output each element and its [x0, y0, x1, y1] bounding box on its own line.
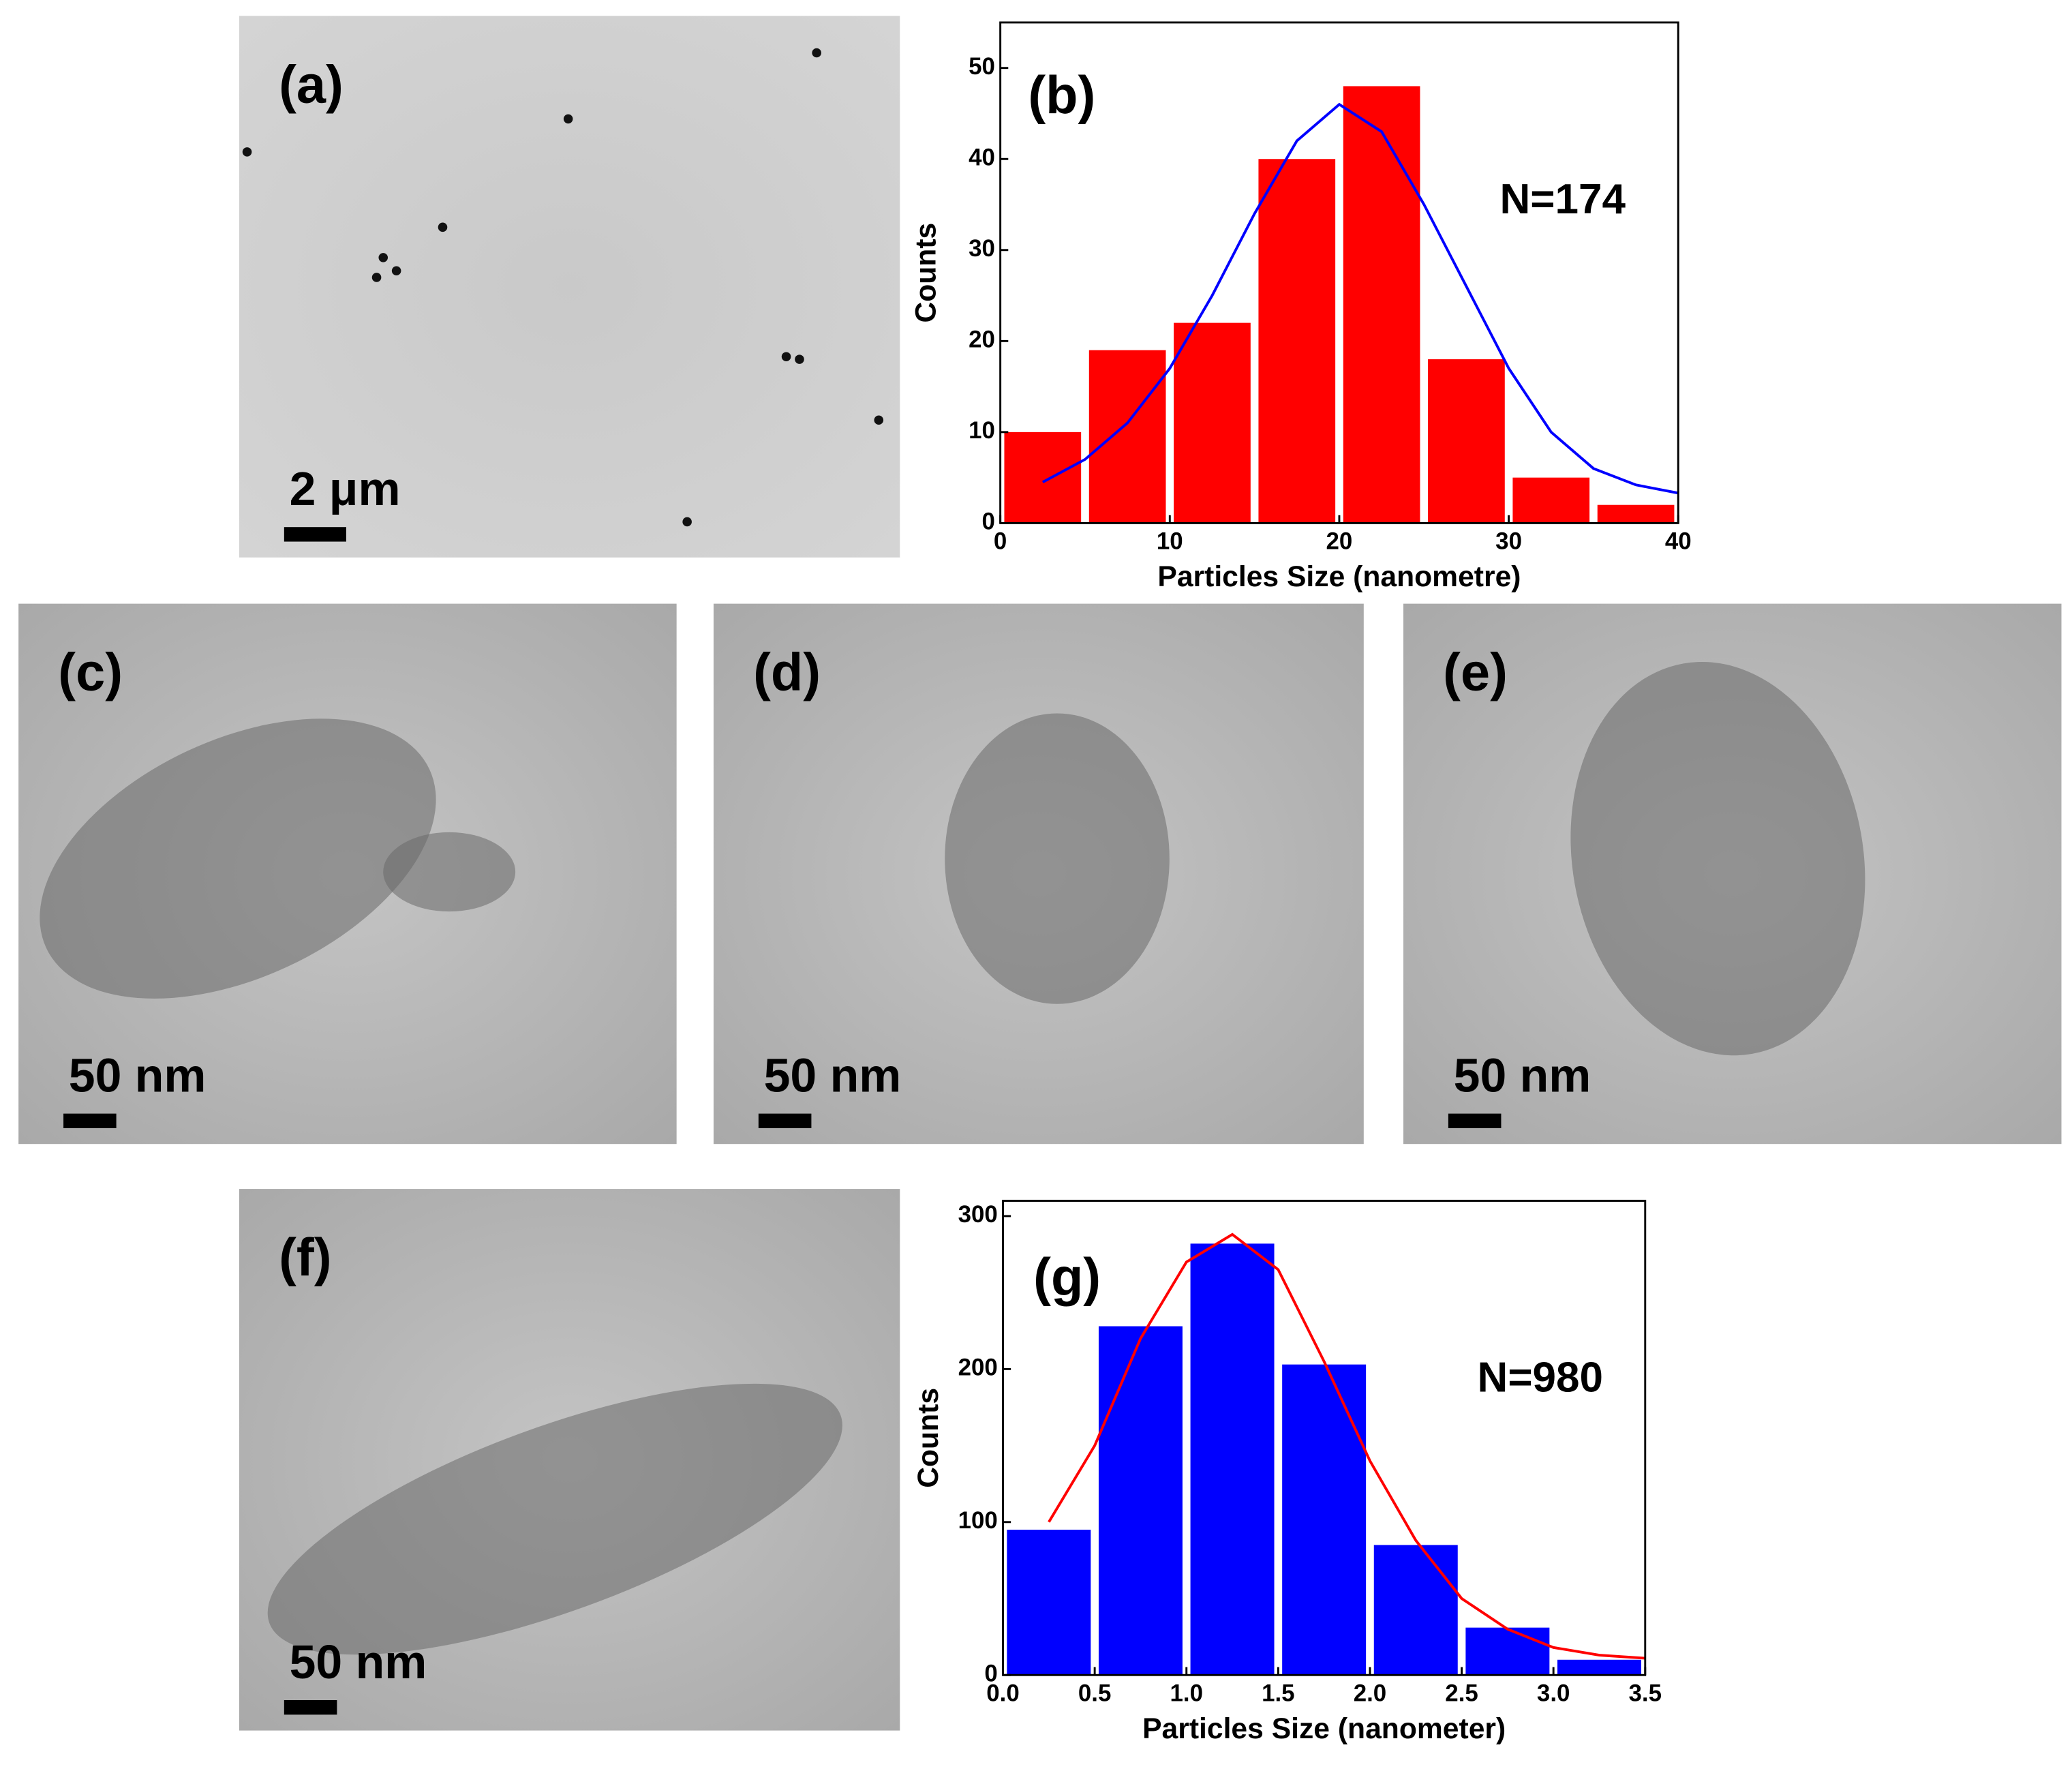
panel-label: (b) [1028, 66, 1095, 125]
scale-bar [758, 1113, 812, 1128]
y-tick-label: 10 [969, 417, 995, 444]
x-tick-label: 40 [1665, 528, 1692, 555]
x-axis-label: Particles Size (nanometre) [1157, 560, 1521, 593]
particle [781, 352, 791, 362]
x-tick-label: 30 [1495, 528, 1522, 555]
x-tick-label: 2.0 [1354, 1680, 1386, 1707]
particle [378, 253, 388, 262]
y-tick-label: 50 [969, 53, 995, 80]
annotation: N=174 [1500, 176, 1626, 223]
flake [945, 713, 1170, 1004]
y-tick-label: 30 [969, 235, 995, 262]
fit-curve [1048, 1232, 1645, 1660]
panel-label: (f) [279, 1228, 331, 1287]
particle [874, 415, 884, 425]
plot-frame [1002, 1200, 1647, 1676]
bar [1004, 432, 1082, 524]
particle [682, 517, 692, 527]
scale-bar-label: 50 nm [290, 1635, 427, 1689]
x-axis-label: Particles Size (nanometer) [1142, 1712, 1506, 1745]
bar [1343, 86, 1420, 524]
x-tick-label: 2.5 [1445, 1680, 1478, 1707]
flake [1570, 661, 1865, 1056]
bar [1088, 350, 1166, 524]
y-tick-label: 0 [981, 509, 994, 535]
scale-bar [284, 527, 346, 542]
particle [563, 114, 573, 124]
panel-label: (a) [279, 55, 344, 114]
bar [1465, 1627, 1550, 1676]
bar [1098, 1326, 1183, 1676]
bar [1007, 1530, 1091, 1676]
x-tick-label: 10 [1157, 528, 1183, 555]
scale-bar-label: 50 nm [69, 1049, 207, 1102]
scale-bar-label: 50 nm [1454, 1049, 1591, 1102]
x-tick-label: 0.5 [1078, 1680, 1111, 1707]
bar [1174, 322, 1251, 524]
fit-curve [1041, 102, 1679, 495]
particle [391, 266, 401, 276]
x-tick-label: 3.0 [1537, 1680, 1570, 1707]
x-tick-label: 3.5 [1629, 1680, 1662, 1707]
bar [1373, 1545, 1458, 1676]
particle [242, 147, 252, 157]
x-tick-label: 20 [1326, 528, 1353, 555]
x-tick-label: 1.5 [1262, 1680, 1294, 1707]
x-tick-label: 1.0 [1170, 1680, 1202, 1707]
x-tick-label: 0.0 [986, 1680, 1019, 1707]
particle [438, 222, 448, 232]
tem-image [239, 16, 900, 558]
scale-bar [1448, 1113, 1502, 1128]
particle [371, 273, 382, 282]
panel-label: (c) [58, 644, 123, 702]
flake [383, 832, 516, 912]
scale-bar-label: 50 nm [764, 1049, 902, 1102]
panel-label: (d) [753, 644, 821, 702]
bar [1282, 1364, 1367, 1676]
y-axis-label: Counts [912, 1388, 945, 1488]
y-tick-label: 300 [958, 1201, 998, 1228]
annotation: N=980 [1478, 1354, 1604, 1401]
scale-bar [284, 1700, 337, 1715]
panel-label: (g) [1033, 1248, 1101, 1307]
y-tick-label: 20 [969, 327, 995, 353]
bar [1428, 359, 1505, 524]
flake [267, 1383, 842, 1655]
y-axis-label: Counts [909, 223, 942, 323]
x-tick-label: 0 [994, 528, 1007, 555]
bar [1597, 504, 1675, 524]
y-tick-label: 100 [958, 1507, 998, 1534]
bar [1258, 159, 1336, 524]
bar [1557, 1659, 1641, 1676]
scale-bar [63, 1113, 117, 1128]
flake [40, 718, 436, 999]
scale-bar-label: 2 μm [290, 462, 401, 515]
particle [795, 354, 804, 364]
particle [812, 48, 821, 58]
y-tick-label: 200 [958, 1354, 998, 1381]
panel-label: (e) [1443, 644, 1508, 702]
y-tick-label: 40 [969, 144, 995, 170]
bar [1190, 1243, 1275, 1676]
y-tick-label: 0 [984, 1660, 997, 1686]
bar [1512, 477, 1590, 524]
